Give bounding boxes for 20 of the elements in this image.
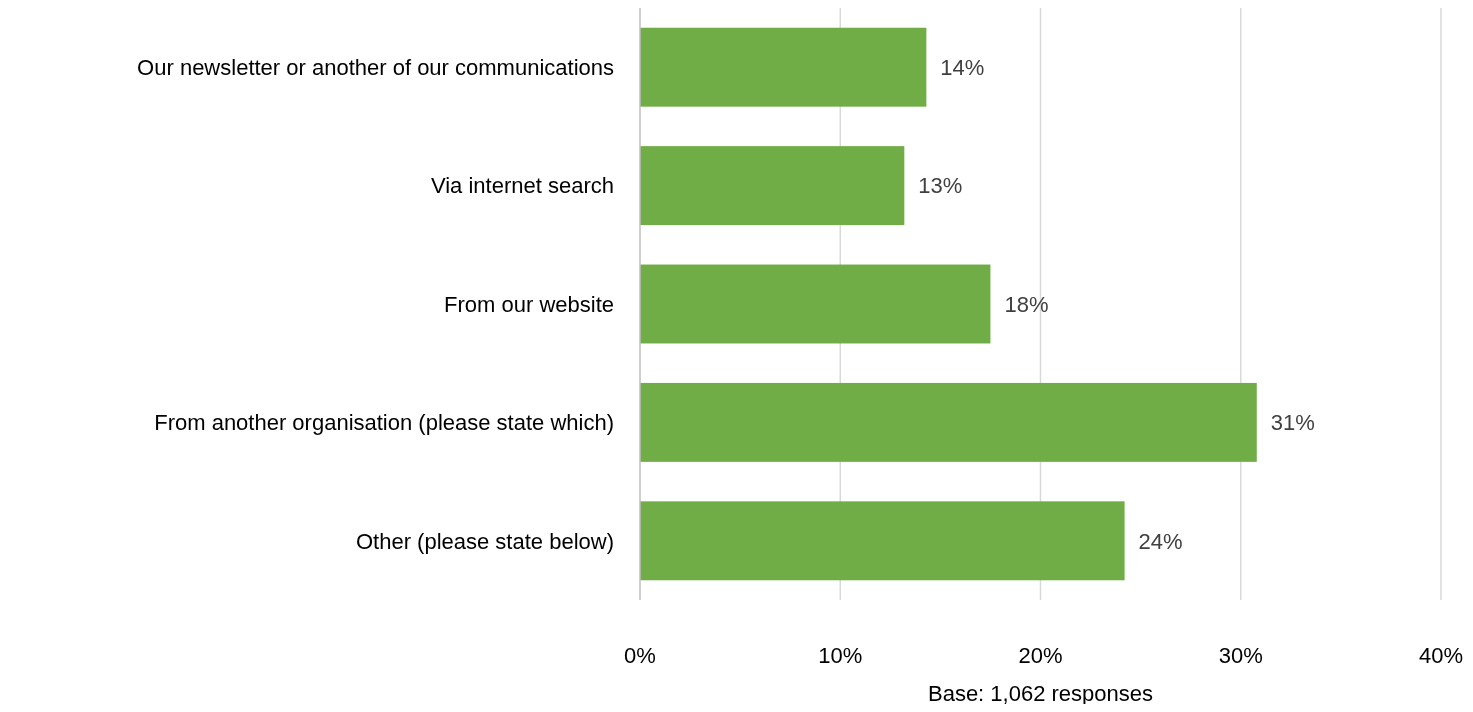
x-tick-label: 20%: [1018, 642, 1063, 668]
data-label: 31%: [1270, 410, 1315, 436]
x-tick-label: 10%: [818, 642, 863, 668]
x-tick-label: 30%: [1218, 642, 1263, 668]
bar: [640, 264, 991, 344]
data-label: 18%: [1004, 291, 1049, 317]
data-label: 24%: [1138, 528, 1183, 554]
y-tick-label: Via internet search: [430, 173, 614, 199]
y-tick-label: From our website: [444, 291, 614, 317]
data-label: 14%: [940, 54, 985, 80]
bar: [640, 501, 1125, 581]
y-tick-label: Other (please state below): [355, 528, 614, 554]
x-tick-label: 0%: [624, 642, 656, 668]
data-label: 13%: [918, 173, 963, 199]
bar: [640, 382, 1257, 462]
y-tick-label: Our newsletter or another of our communications: [137, 54, 614, 80]
bar: [640, 146, 905, 226]
y-tick-label: From another organisation (please state which): [154, 410, 614, 436]
bar: [640, 27, 927, 107]
x-tick-label: 40%: [1418, 642, 1464, 668]
